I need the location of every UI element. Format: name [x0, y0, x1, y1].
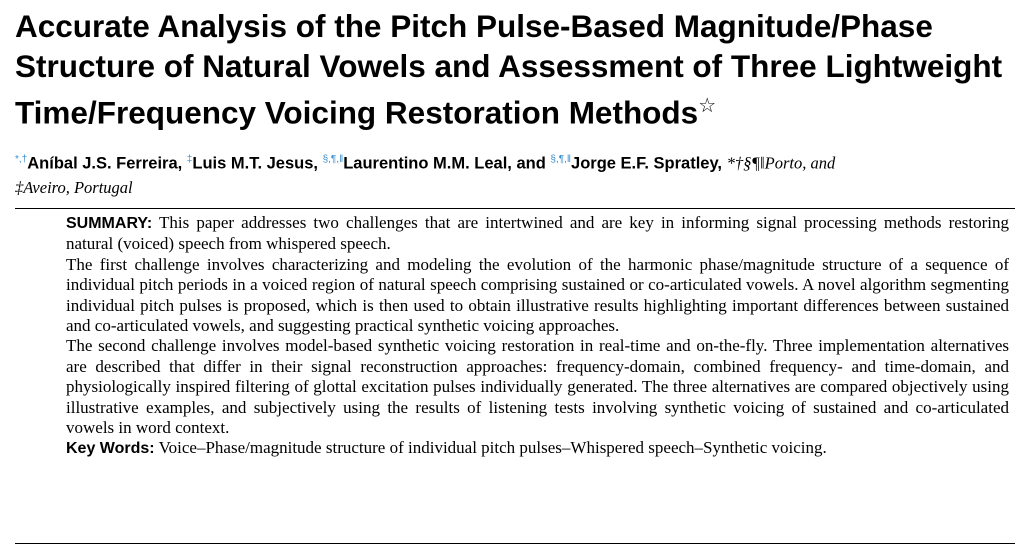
- author-mark[interactable]: *,†: [15, 154, 28, 165]
- summary-paragraph: SUMMARY: This paper addresses two challe…: [66, 213, 1009, 255]
- author-name: Laurentino M.M. Leal, and: [343, 154, 551, 173]
- author-name: Aníbal J.S. Ferreira,: [27, 154, 187, 173]
- summary-text: This paper addresses two challenges that…: [66, 213, 1009, 254]
- summary-paragraph: The second challenge involves model-base…: [66, 336, 1009, 438]
- bottom-rule: [15, 543, 1015, 544]
- affiliation: Aveiro, Portugal: [23, 177, 133, 197]
- author-name: Luis M.T. Jesus,: [192, 154, 323, 173]
- top-rule: [15, 208, 1015, 209]
- affiliation-marks: ‡: [15, 177, 24, 197]
- author-mark[interactable]: ‡: [186, 154, 193, 165]
- summary-paragraph: The first challenge involves characteriz…: [66, 254, 1009, 336]
- summary-label: SUMMARY:: [66, 215, 153, 232]
- abstract: SUMMARY: This paper addresses two challe…: [66, 213, 1009, 460]
- paper-title: Accurate Analysis of the Pitch Pulse-Bas…: [15, 6, 1025, 133]
- keywords-label: Key Words:: [66, 440, 155, 458]
- affiliation: Porto, and: [764, 153, 836, 173]
- author-mark[interactable]: §,¶,‖: [550, 154, 572, 165]
- keywords: Key Words: Voice–Phase/magnitude structu…: [66, 438, 1009, 459]
- affiliation-marks: *†§¶‖: [726, 153, 765, 173]
- keywords-text: Voice–Phase/magnitude structure of indiv…: [158, 438, 827, 458]
- title-text: Accurate Analysis of the Pitch Pulse-Bas…: [15, 8, 1003, 131]
- title-footnote-mark[interactable]: ☆: [698, 95, 717, 117]
- author-list: *,†Aníbal J.S. Ferreira, ‡Luis M.T. Jesu…: [15, 148, 1025, 200]
- author-name: Jorge E.F. Spratley,: [571, 154, 727, 173]
- author-mark[interactable]: §,¶,‖: [322, 154, 344, 165]
